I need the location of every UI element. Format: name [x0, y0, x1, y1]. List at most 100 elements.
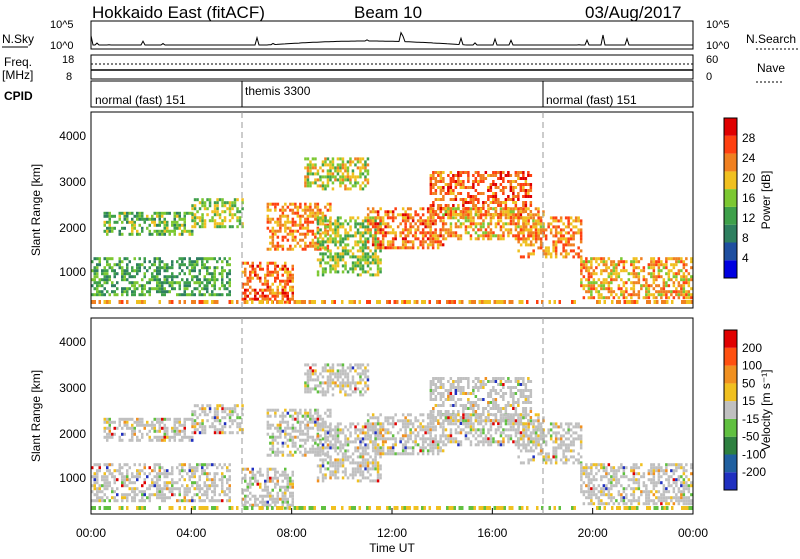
velocity-cell — [99, 484, 102, 487]
power-cell — [267, 274, 270, 277]
power-cell — [460, 192, 463, 195]
power-cell — [610, 278, 613, 281]
power-cell — [610, 260, 613, 263]
velocity-cell — [399, 440, 402, 443]
velocity-cell — [437, 392, 440, 395]
velocity-cell — [347, 458, 350, 461]
power-cell — [344, 234, 347, 237]
power-cell — [166, 278, 169, 281]
power-cell — [572, 243, 575, 246]
power-cell — [616, 300, 619, 304]
velocity-cell — [357, 381, 360, 384]
velocity-cell — [189, 478, 192, 481]
velocity-cell — [267, 415, 270, 418]
velocity-cell — [134, 493, 137, 496]
power-cell — [337, 252, 340, 255]
velocity-cell — [101, 484, 104, 487]
velocity-cell — [247, 486, 250, 489]
power-cell — [324, 246, 327, 249]
power-cell — [134, 215, 137, 218]
velocity-cell — [364, 369, 367, 372]
velocity-cell — [432, 380, 435, 383]
power-cell — [656, 300, 659, 304]
velocity-cell — [297, 415, 300, 418]
velocity-cell — [337, 425, 340, 428]
power-cell — [527, 219, 530, 222]
power-cell — [643, 275, 646, 278]
velocity-cell — [191, 499, 194, 502]
velocity-cell — [359, 366, 362, 369]
velocity-cell — [289, 409, 292, 412]
velocity-cell — [307, 415, 310, 418]
velocity-cell — [409, 413, 412, 416]
power-cell — [312, 212, 315, 215]
power-cell — [206, 266, 209, 269]
power-cell — [307, 175, 310, 178]
power-cell — [329, 270, 332, 273]
power-cell — [678, 296, 681, 299]
velocity-cell — [189, 418, 192, 421]
power-cell — [530, 231, 533, 234]
velocity-cell — [419, 428, 422, 431]
power-cell — [613, 290, 616, 293]
power-cell — [186, 287, 189, 290]
power-cell — [146, 290, 149, 293]
velocity-cell — [144, 478, 147, 481]
power-cell — [216, 300, 219, 304]
power-cell — [224, 204, 227, 207]
velocity-cell — [309, 390, 312, 393]
power-cell — [334, 252, 337, 255]
velocity-cell — [430, 386, 433, 389]
power-cell — [457, 219, 460, 222]
power-cell — [653, 275, 656, 278]
velocity-cell — [352, 476, 355, 479]
velocity-cell — [304, 442, 307, 445]
power-cell — [186, 293, 189, 296]
power-cell — [99, 300, 102, 304]
power-cell — [377, 258, 380, 261]
power-cell — [505, 207, 508, 210]
power-cell — [324, 300, 327, 304]
power-cell — [630, 293, 633, 296]
velocity-cell — [216, 484, 219, 487]
power-cell — [359, 258, 362, 261]
velocity-cell — [319, 390, 322, 393]
velocity-cell — [171, 481, 174, 484]
power-cell — [299, 218, 302, 221]
power-cell — [445, 192, 448, 195]
velocity-cell — [429, 425, 432, 428]
power-cell — [668, 278, 671, 281]
power-cell — [174, 233, 177, 236]
velocity-cell — [329, 369, 332, 372]
power-cell — [269, 218, 272, 221]
power-cell — [364, 160, 367, 163]
power-cell — [658, 272, 661, 275]
power-cell — [141, 293, 144, 296]
power-cell — [194, 219, 197, 222]
power-cell — [349, 225, 352, 228]
power-cell — [126, 263, 129, 266]
power-cell — [279, 245, 282, 248]
velocity-cell — [186, 487, 189, 490]
power-cell — [447, 234, 450, 237]
power-cell — [292, 224, 295, 227]
velocity-cell — [312, 415, 315, 418]
power-cell — [349, 300, 352, 304]
velocity-cell — [384, 440, 387, 443]
power-cell — [530, 204, 533, 207]
velocity-cell — [324, 412, 327, 415]
power-cell — [467, 174, 470, 177]
velocity-cell — [432, 383, 435, 386]
power-cell — [181, 257, 184, 260]
colorbar-tick-label: 28 — [742, 131, 756, 145]
power-cell — [329, 206, 332, 209]
power-cell — [332, 231, 335, 234]
velocity-cell — [332, 446, 335, 449]
velocity-cell — [297, 448, 300, 451]
velocity-cell — [164, 424, 167, 427]
velocity-cell — [204, 484, 207, 487]
velocity-cell — [322, 375, 325, 378]
velocity-cell — [422, 425, 425, 428]
velocity-cell — [96, 493, 99, 496]
velocity-cell — [166, 418, 169, 421]
